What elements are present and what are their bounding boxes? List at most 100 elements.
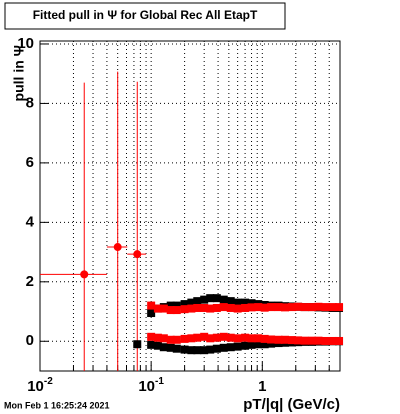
point bbox=[113, 243, 122, 252]
point bbox=[212, 344, 221, 353]
point bbox=[226, 333, 235, 342]
point bbox=[153, 333, 162, 342]
point bbox=[328, 336, 337, 345]
point bbox=[288, 336, 297, 345]
point bbox=[274, 335, 283, 344]
point bbox=[172, 344, 181, 353]
point bbox=[212, 333, 221, 342]
point bbox=[314, 302, 323, 311]
point bbox=[206, 294, 215, 303]
point bbox=[172, 306, 181, 315]
point bbox=[193, 297, 202, 306]
point bbox=[300, 303, 309, 312]
point bbox=[308, 336, 317, 345]
point bbox=[180, 300, 189, 309]
x-tick-exponent: -1 bbox=[155, 376, 164, 387]
point bbox=[241, 298, 250, 307]
point bbox=[314, 336, 323, 345]
y-tick-label: 4 bbox=[26, 213, 35, 230]
y-tick-label: 6 bbox=[26, 154, 34, 171]
point bbox=[187, 304, 196, 313]
x-tick-base: 10 bbox=[27, 378, 44, 395]
point bbox=[200, 303, 209, 312]
point bbox=[241, 333, 250, 342]
point bbox=[166, 343, 175, 352]
y-tick-label: 2 bbox=[26, 273, 34, 290]
point bbox=[280, 303, 289, 312]
point bbox=[328, 303, 337, 312]
point bbox=[247, 334, 256, 343]
x-axis-label: pT/|q| (GeV/c) bbox=[243, 396, 340, 413]
point bbox=[159, 304, 168, 313]
point bbox=[226, 297, 235, 306]
point bbox=[200, 295, 209, 304]
point bbox=[219, 343, 228, 352]
point bbox=[335, 336, 344, 345]
point bbox=[200, 332, 209, 341]
timestamp: Mon Feb 1 16:25:24 2021 bbox=[4, 400, 110, 410]
point bbox=[206, 345, 215, 354]
point bbox=[133, 340, 142, 349]
point bbox=[147, 332, 156, 341]
point bbox=[241, 341, 250, 350]
point bbox=[254, 334, 263, 343]
point bbox=[80, 270, 89, 279]
point bbox=[153, 304, 162, 313]
point bbox=[187, 346, 196, 355]
chart-title: Fitted pull in Ψ for Global Rec All Etap… bbox=[33, 8, 258, 22]
point bbox=[267, 335, 276, 344]
point bbox=[166, 301, 175, 310]
point bbox=[193, 303, 202, 312]
point bbox=[288, 303, 297, 312]
point bbox=[206, 304, 215, 313]
point bbox=[267, 303, 276, 312]
y-tick-label: 8 bbox=[26, 94, 34, 111]
point bbox=[159, 334, 168, 343]
point bbox=[226, 303, 235, 312]
point bbox=[241, 303, 250, 312]
point bbox=[260, 334, 269, 343]
point bbox=[260, 303, 269, 312]
point bbox=[294, 302, 303, 311]
point bbox=[233, 298, 242, 307]
point bbox=[247, 303, 256, 312]
point bbox=[267, 339, 276, 348]
point bbox=[247, 299, 256, 308]
point bbox=[147, 309, 156, 318]
point bbox=[308, 303, 317, 312]
point bbox=[233, 304, 242, 313]
point bbox=[280, 335, 289, 344]
point bbox=[212, 303, 221, 312]
point bbox=[147, 301, 156, 310]
x-tick-label: 10-2 bbox=[27, 376, 53, 395]
x-tick-label: 10-1 bbox=[138, 376, 164, 395]
point bbox=[219, 295, 228, 304]
point bbox=[219, 332, 228, 341]
point bbox=[233, 334, 242, 343]
point bbox=[180, 345, 189, 354]
point bbox=[247, 340, 256, 349]
plot-frame bbox=[39, 40, 341, 372]
x-tick-base: 10 bbox=[138, 378, 155, 395]
point bbox=[187, 298, 196, 307]
point bbox=[274, 303, 283, 312]
point bbox=[233, 342, 242, 351]
point bbox=[206, 334, 215, 343]
point bbox=[219, 303, 228, 312]
point bbox=[335, 303, 344, 312]
title-box bbox=[4, 2, 286, 30]
point bbox=[200, 346, 209, 355]
point bbox=[260, 340, 269, 349]
point bbox=[180, 305, 189, 314]
point bbox=[166, 306, 175, 315]
point bbox=[159, 343, 168, 352]
point bbox=[321, 336, 330, 345]
point bbox=[180, 334, 189, 343]
point bbox=[172, 301, 181, 310]
x-tick-label: 1 bbox=[258, 378, 266, 395]
x-tick-exponent: -2 bbox=[44, 376, 53, 387]
y-tick-label: 0 bbox=[26, 332, 34, 349]
point bbox=[187, 334, 196, 343]
point bbox=[172, 335, 181, 344]
point bbox=[300, 336, 309, 345]
